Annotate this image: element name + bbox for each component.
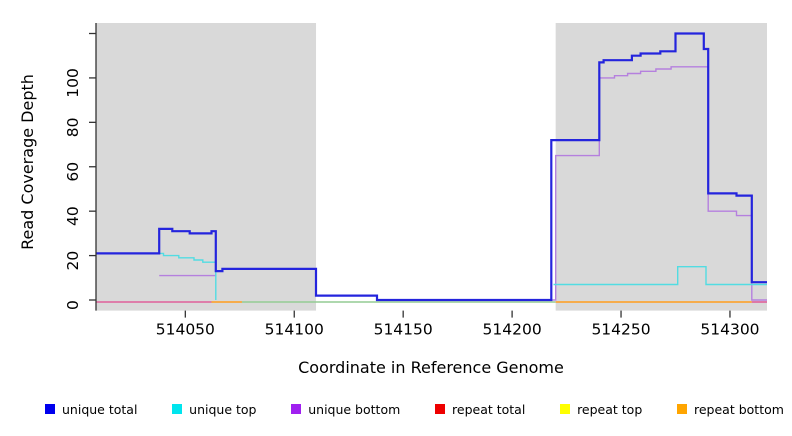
x-tick-label: 514300 <box>700 321 759 339</box>
legend-label: repeat bottom <box>694 401 784 417</box>
legend-item-repeat-total: repeat total <box>435 402 525 417</box>
legend: unique total unique top unique bottom repea… <box>45 398 784 420</box>
x-tick-label: 514150 <box>374 321 433 339</box>
x-axis-title: Coordinate in Reference Genome <box>298 358 564 377</box>
legend-item-unique-total: unique total <box>45 402 137 417</box>
legend-swatch-icon <box>435 404 446 414</box>
shaded-region <box>555 23 767 311</box>
y-axis-title: Read Coverage Depth <box>18 74 37 250</box>
y-tick-label: 0 <box>64 300 82 310</box>
legend-label: repeat total <box>452 401 526 417</box>
legend-label: repeat top <box>577 401 643 417</box>
series-line-unique-top <box>553 266 767 286</box>
shaded-region <box>96 23 317 311</box>
legend-label: unique bottom <box>308 401 401 417</box>
y-tick-label: 100 <box>64 68 82 98</box>
y-tick-label: 60 <box>64 162 82 182</box>
legend-swatch-icon <box>291 404 302 414</box>
y-tick-label: 20 <box>64 251 82 271</box>
coverage-series-lines <box>96 32 767 302</box>
legend-label: unique top <box>189 401 257 417</box>
x-tick-label: 514250 <box>591 321 650 339</box>
shaded-regions <box>96 23 767 311</box>
legend-swatch-icon <box>45 404 55 414</box>
legend-swatch-icon <box>560 404 571 414</box>
x-tick-label: 514050 <box>156 321 215 339</box>
axes: 0 20 40 60 80 100 514050 514100 514150 514200 5142… <box>64 23 760 339</box>
y-tick-label: 40 <box>64 206 82 226</box>
legend-label: unique total <box>62 401 138 417</box>
legend-item-repeat-bottom: repeat bottom <box>677 402 784 417</box>
x-tick-label: 514200 <box>483 321 542 339</box>
legend-item-unique-top: unique top <box>172 402 256 417</box>
legend-item-repeat-top: repeat top <box>560 402 642 417</box>
series-line-unique-total <box>96 32 767 302</box>
y-tick-label: 80 <box>64 117 82 137</box>
legend-item-unique-bottom: unique bottom <box>291 402 400 417</box>
legend-swatch-icon <box>172 404 183 414</box>
legend-swatch-icon <box>677 404 687 414</box>
series-line-unique-top <box>96 252 217 300</box>
x-tick-label: 514100 <box>265 321 324 339</box>
